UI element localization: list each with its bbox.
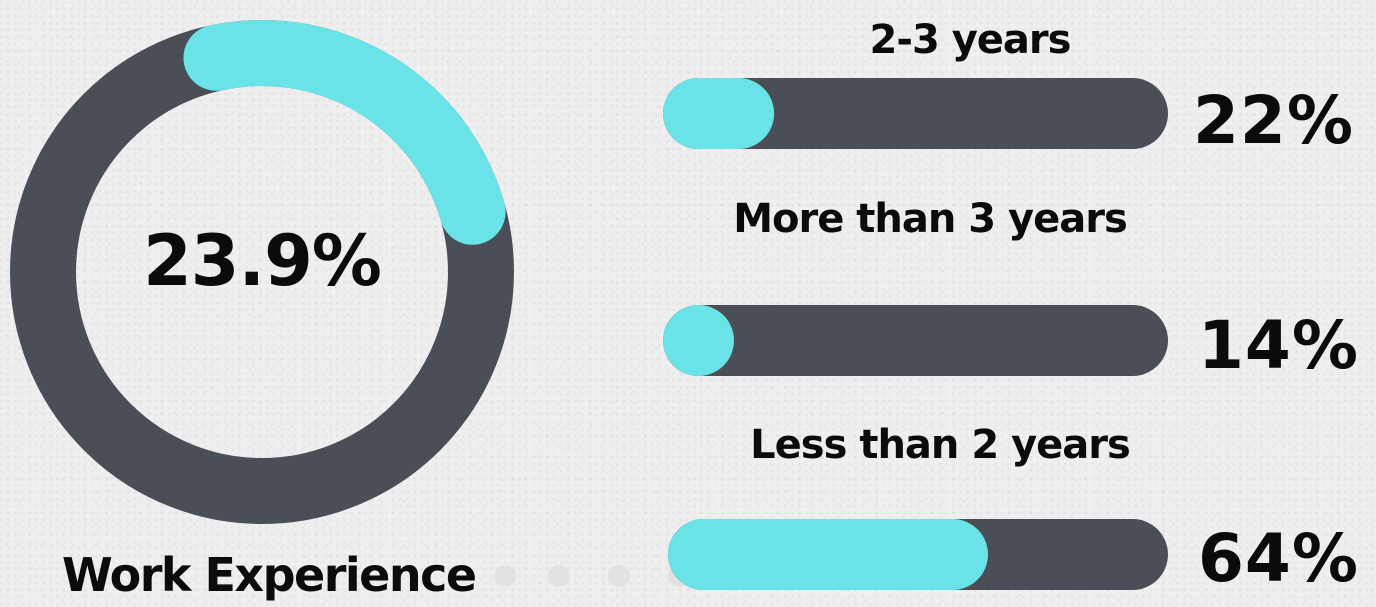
bar-title-2-3-years: 2-3 years [869,17,1072,63]
decorative-dot-3 [608,565,630,587]
donut-center-label: 23.9% [143,220,382,302]
bar-track-more-than-3-years [663,305,1168,376]
bar-track-2-3-years [663,78,1168,149]
bar-value-more-than-3-years: 14% [1198,307,1359,384]
decorative-dot-2 [548,565,570,587]
bar-fill-less-than-2-years [668,519,988,590]
bar-value-2-3-years: 22% [1193,82,1354,159]
bar-value-less-than-2-years: 64% [1198,520,1359,597]
bar-fill-2-3-years [663,78,775,149]
donut-value-arc [183,20,506,245]
bar-fill-more-than-3-years [663,305,734,376]
decorative-dot-1 [494,565,516,587]
bar-title-less-than-2-years: Less than 2 years [750,422,1131,468]
bar-title-more-than-3-years: More than 3 years [733,196,1128,242]
chart-caption: Work Experience [62,548,477,602]
